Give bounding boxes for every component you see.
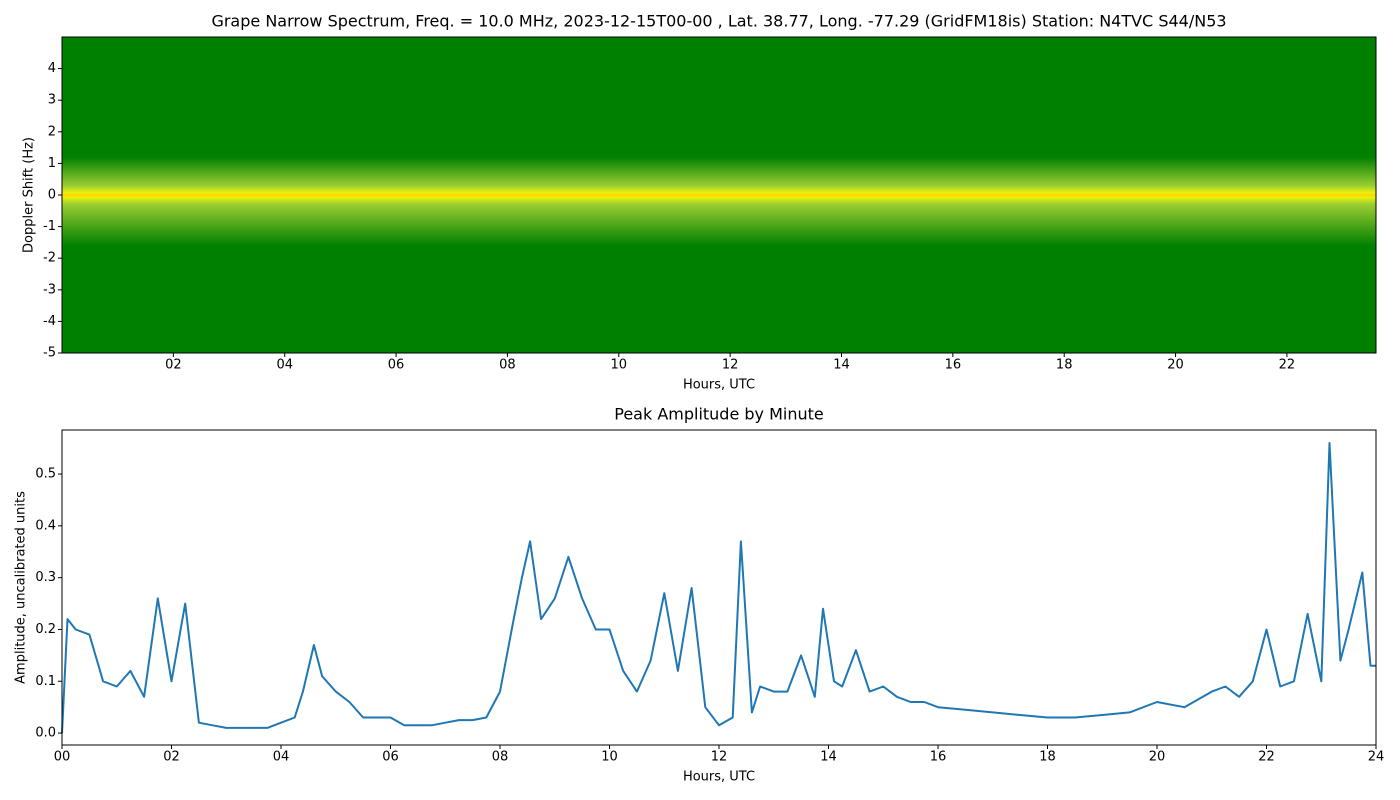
y-tick-label: 2 [48, 124, 56, 139]
x-tick-label: 12 [722, 358, 739, 373]
chart-title: Grape Narrow Spectrum, Freq. = 10.0 MHz,… [211, 12, 1226, 31]
x-tick-label: 24 [1368, 750, 1385, 765]
x-tick-label: 02 [165, 358, 182, 373]
x-tick-label: 18 [1056, 358, 1073, 373]
x-tick-label: 00 [54, 750, 71, 765]
x-tick-label: 18 [1039, 750, 1056, 765]
x-tick-label: 12 [711, 750, 728, 765]
x-axis-label: Hours, UTC [683, 378, 755, 393]
x-tick-label: 10 [611, 358, 628, 373]
x-tick-label: 20 [1149, 750, 1166, 765]
x-tick-label: 10 [601, 750, 618, 765]
y-axis-label: Doppler Shift (Hz) [22, 137, 37, 253]
y-tick-label: -3 [43, 282, 56, 297]
x-tick-label: 04 [276, 358, 293, 373]
x-tick-label: 22 [1258, 750, 1275, 765]
y-tick-label: -1 [43, 219, 56, 234]
x-tick-label: 14 [820, 750, 837, 765]
y-tick-label: 0.4 [35, 518, 56, 533]
x-tick-label: 14 [833, 358, 850, 373]
chart-title: Peak Amplitude by Minute [614, 405, 824, 424]
y-tick-label: 1 [48, 156, 56, 171]
y-tick-label: 3 [48, 93, 56, 108]
x-tick-label: 06 [388, 358, 405, 373]
y-axis-label: Amplitude, uncalibrated units [14, 491, 29, 684]
y-tick-label: 4 [48, 61, 56, 76]
spectrogram-carrier [62, 193, 1376, 197]
x-tick-label: 08 [492, 750, 509, 765]
x-tick-label: 02 [163, 750, 180, 765]
plot-frame [61, 429, 1377, 746]
y-tick-label: -5 [43, 346, 56, 361]
y-tick-label: 0.1 [35, 674, 56, 689]
x-tick-label: 16 [930, 750, 947, 765]
y-tick-label: 0.3 [35, 570, 56, 585]
y-tick-label: -4 [43, 314, 56, 329]
x-tick-label: 16 [945, 358, 962, 373]
x-tick-label: 20 [1167, 358, 1184, 373]
amplitude-line [61, 442, 1376, 734]
x-tick-label: 22 [1279, 358, 1296, 373]
y-tick-label: 0.2 [35, 622, 56, 637]
x-tick-label: 04 [273, 750, 290, 765]
x-tick-label: 08 [499, 358, 516, 373]
y-tick-label: 0.5 [35, 467, 56, 482]
y-tick-label: 0.0 [35, 726, 56, 741]
y-tick-label: -2 [43, 251, 56, 266]
y-tick-label: 0 [48, 188, 56, 203]
x-tick-label: 06 [382, 750, 399, 765]
x-axis-label: Hours, UTC [683, 770, 755, 785]
